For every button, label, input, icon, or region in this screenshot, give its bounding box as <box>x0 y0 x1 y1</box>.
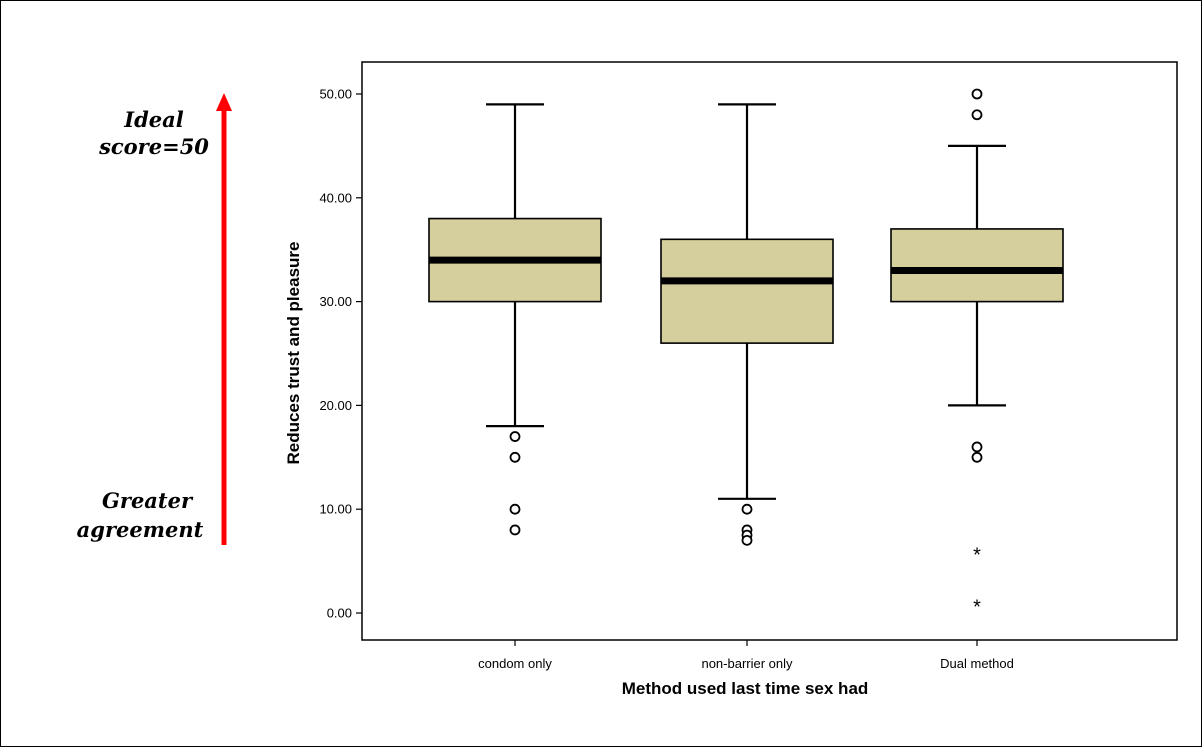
outlier-point <box>741 503 753 515</box>
boxes-group: ** <box>428 88 1064 619</box>
outlier-point <box>971 88 983 100</box>
outlier-point <box>509 503 521 515</box>
annotation-ideal: Ideal <box>123 107 183 132</box>
outlier-point <box>971 441 983 453</box>
extreme-point: * <box>973 545 981 567</box>
outlier-point <box>509 524 521 536</box>
agreement-arrow-head <box>216 93 232 111</box>
y-tick-label: 30.00 <box>319 294 352 309</box>
box-condom-only <box>428 103 602 536</box>
x-axis-label: Method used last time sex had <box>622 679 869 698</box>
y-tick-label: 10.00 <box>319 502 352 517</box>
outlier-point <box>509 451 521 463</box>
outlier-point <box>741 534 753 546</box>
extreme-point: * <box>973 597 981 619</box>
annotation-agreement: agreement <box>77 517 204 542</box>
outlier-point <box>971 109 983 121</box>
y-axis-ticks: 0.00 10.00 20.00 30.00 40.00 50.00 <box>319 87 362 621</box>
y-axis-label: Reduces trust and pleasure <box>284 242 303 465</box>
x-tick-label: condom only <box>478 656 552 671</box>
y-tick-label: 0.00 <box>327 606 352 621</box>
outlier-point <box>509 431 521 442</box>
box-non-barrier-only <box>660 103 834 546</box>
x-tick-label: Dual method <box>940 656 1014 671</box>
y-tick-label: 50.00 <box>319 87 352 102</box>
annotation-score: score=50 <box>98 134 209 159</box>
y-tick-label: 20.00 <box>319 398 352 413</box>
box-Dual-method: ** <box>890 88 1064 619</box>
iqr-box <box>660 238 834 344</box>
x-tick-label: non-barrier only <box>701 656 793 671</box>
annotation-greater: Greater <box>102 488 194 513</box>
outlier-point <box>971 451 983 463</box>
x-axis-ticks: condom only non-barrier only Dual method <box>478 640 1014 671</box>
iqr-box <box>890 228 1064 303</box>
y-tick-label: 40.00 <box>319 190 352 205</box>
plot-area <box>361 61 1178 641</box>
